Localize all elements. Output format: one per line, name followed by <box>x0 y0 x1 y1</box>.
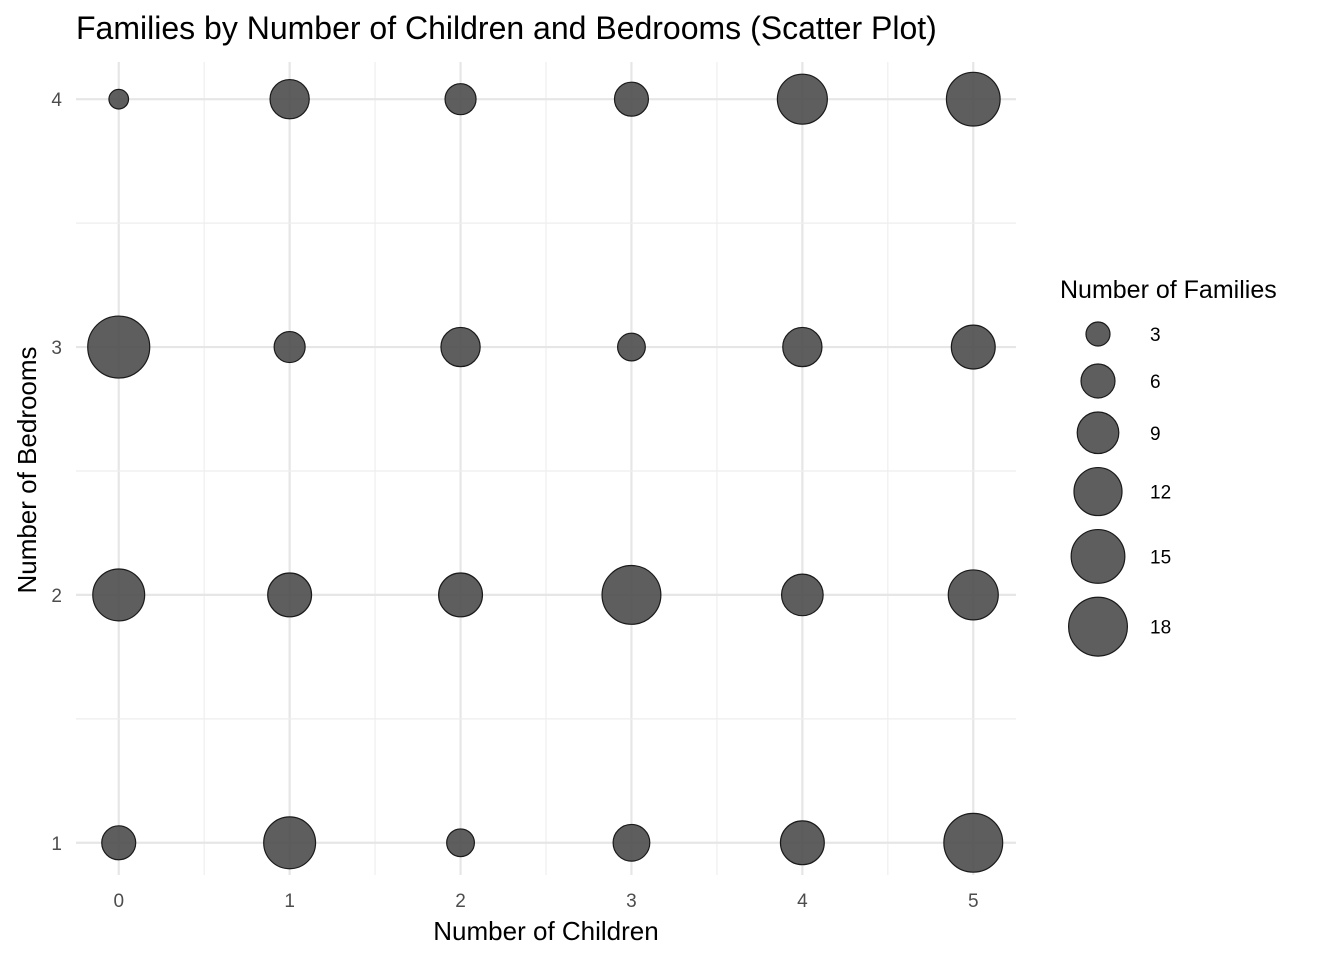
data-point <box>267 572 313 618</box>
x-tick-label: 4 <box>797 891 808 912</box>
x-tick-label: 3 <box>626 891 637 912</box>
x-tick-label: 0 <box>113 891 124 912</box>
data-point <box>438 572 484 618</box>
legend-label: 12 <box>1150 483 1171 504</box>
y-tick-label: 1 <box>51 834 62 855</box>
y-tick-label: 4 <box>51 90 62 111</box>
data-point <box>612 823 651 862</box>
y-axis-title: Number of Bedrooms <box>12 346 42 593</box>
data-point <box>101 825 137 861</box>
data-point <box>943 812 1004 873</box>
data-point <box>444 83 477 116</box>
legend-symbol <box>1085 321 1111 347</box>
x-tick-label: 5 <box>968 891 979 912</box>
grid-lines <box>76 62 1016 875</box>
data-point <box>92 568 146 622</box>
data-point <box>616 332 646 362</box>
legend-symbol <box>1073 466 1123 517</box>
x-axis-ticks: 0 1 2 3 4 5 <box>113 891 978 912</box>
legend-label: 9 <box>1150 424 1161 445</box>
legend-symbol <box>1067 596 1129 657</box>
size-legend: Number of Families 3 6 9 12 15 18 <box>1060 276 1277 657</box>
legend-symbol <box>1070 528 1126 584</box>
x-tick-label: 1 <box>284 891 295 912</box>
legend-label: 6 <box>1150 372 1161 393</box>
data-points <box>87 71 1004 873</box>
data-point <box>446 828 476 858</box>
data-point <box>779 820 825 866</box>
data-point <box>108 88 130 110</box>
legend-items: 3 6 9 12 15 18 <box>1067 321 1171 657</box>
data-point <box>440 326 481 368</box>
data-point <box>269 78 310 120</box>
data-point <box>945 71 1001 127</box>
data-point <box>950 324 996 370</box>
data-point <box>613 81 650 117</box>
data-point <box>780 573 824 617</box>
legend-label: 18 <box>1150 618 1171 639</box>
data-point <box>263 816 317 870</box>
legend-symbol <box>1076 411 1120 455</box>
legend-symbol <box>1080 363 1116 399</box>
y-tick-label: 3 <box>51 338 62 359</box>
legend-label: 3 <box>1150 325 1161 346</box>
legend-label: 15 <box>1150 547 1171 568</box>
data-point <box>947 569 999 621</box>
x-axis-title: Number of Children <box>433 916 658 946</box>
data-point <box>776 73 828 125</box>
x-tick-label: 2 <box>455 891 466 912</box>
legend-title: Number of Families <box>1060 276 1277 304</box>
data-point <box>782 326 823 368</box>
chart-title: Families by Number of Children and Bedro… <box>76 10 937 46</box>
y-tick-label: 2 <box>51 586 62 607</box>
y-axis-ticks: 1 2 3 4 <box>51 90 62 855</box>
data-point <box>87 315 151 379</box>
data-point <box>601 564 662 625</box>
data-point <box>273 330 306 364</box>
